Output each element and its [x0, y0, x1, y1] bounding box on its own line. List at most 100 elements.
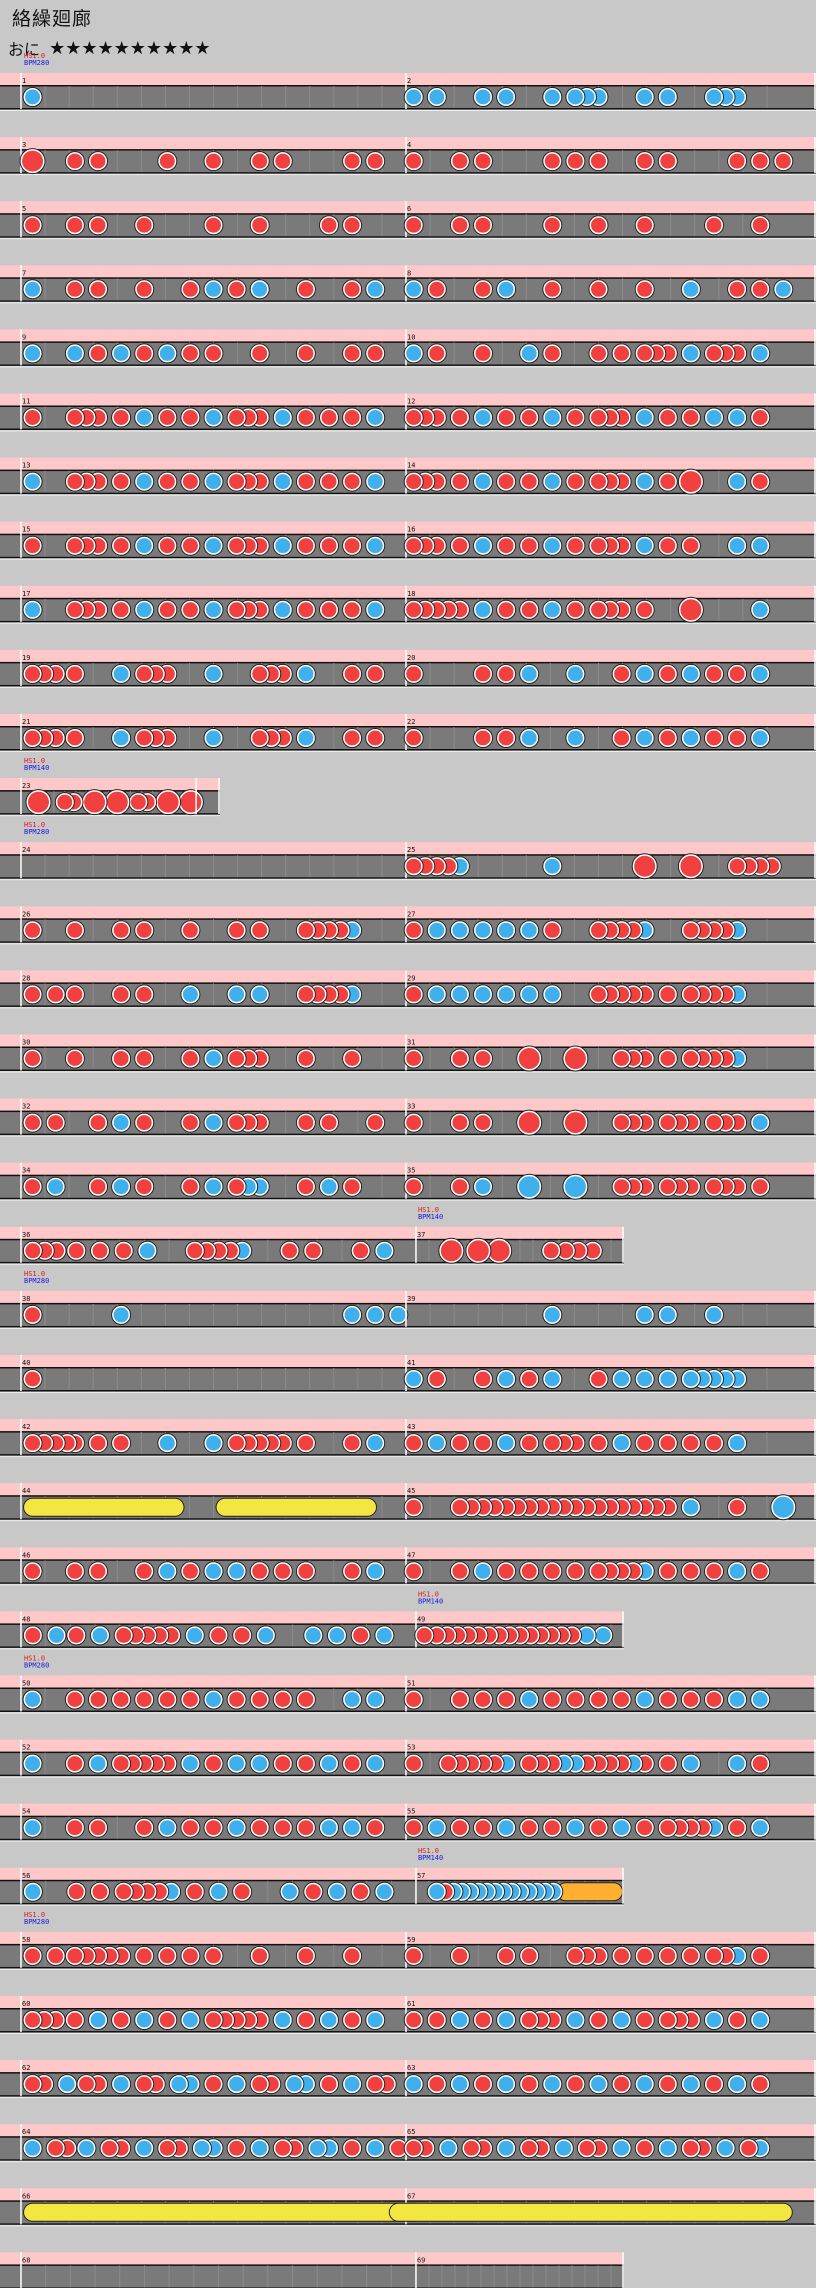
don-note	[706, 2076, 722, 2092]
measure-number: 35	[407, 1167, 415, 1175]
ka-note	[206, 1435, 221, 1451]
don-note	[660, 1051, 676, 1066]
lane-highlight	[0, 1392, 816, 1393]
ka-note	[614, 2012, 630, 2028]
chart-row	[0, 649, 816, 688]
bpm-marker: BPM140	[24, 764, 49, 772]
big-don-note	[680, 599, 702, 621]
don-note	[683, 2140, 699, 2156]
don-note	[298, 1179, 314, 1195]
don-note	[752, 1563, 768, 1579]
lane-top-edge	[0, 2264, 624, 2266]
don-note	[521, 2076, 537, 2092]
lane-top-edge	[0, 1687, 816, 1689]
don-note	[429, 2012, 445, 2028]
don-note	[591, 602, 606, 618]
lane-bottom-edge	[0, 1069, 816, 1071]
ka-note	[595, 1627, 611, 1643]
ka-note	[752, 2012, 768, 2028]
ka-note	[498, 2140, 514, 2156]
don-note	[206, 2012, 221, 2028]
don-note	[344, 153, 360, 169]
don-note	[521, 1756, 537, 1772]
lane-highlight	[0, 1071, 816, 1073]
don-note	[344, 666, 360, 682]
ka-note	[544, 1371, 560, 1387]
ka-note	[429, 89, 445, 105]
lane-top-edge	[0, 2200, 816, 2202]
don-note	[475, 2012, 491, 2028]
ka-note	[367, 1307, 383, 1323]
ka-note	[25, 1692, 41, 1707]
ka-note	[637, 538, 653, 554]
ka-note	[660, 2140, 676, 2156]
measure-number: 52	[22, 1744, 30, 1752]
don-note	[25, 1627, 41, 1643]
don-note	[741, 2140, 757, 2156]
measure-number: 41	[407, 1359, 415, 1367]
don-note	[475, 1371, 491, 1387]
don-note	[521, 1435, 537, 1451]
don-note	[683, 1692, 699, 1707]
don-note	[182, 1051, 198, 1066]
lane-bottom-edge	[0, 1197, 816, 1200]
lane-bottom-edge	[0, 172, 816, 174]
lane-top-edge	[0, 661, 816, 664]
don-note	[187, 1243, 203, 1259]
lane-top-edge	[0, 1495, 816, 1497]
row-band	[0, 329, 816, 344]
don-note	[25, 2012, 41, 2028]
don-note	[136, 922, 152, 938]
don-note	[452, 1051, 468, 1066]
ka-note	[591, 2076, 606, 2092]
lane-highlight	[0, 238, 816, 240]
ka-note	[275, 410, 291, 425]
ka-note	[567, 2012, 583, 2028]
don-note	[660, 1692, 676, 1707]
don-note	[660, 1563, 676, 1579]
don-note	[475, 1115, 491, 1131]
ka-note	[159, 345, 175, 361]
ka-note	[182, 2012, 198, 2028]
row-band	[0, 265, 816, 280]
don-note	[353, 1627, 369, 1643]
ka-note	[637, 474, 653, 490]
lane-highlight	[0, 1840, 816, 1842]
measure-number: 49	[417, 1615, 425, 1623]
don-note	[136, 217, 152, 233]
ka-note	[367, 1756, 383, 1772]
row-band	[0, 649, 816, 664]
measure-number: 65	[407, 2128, 415, 2136]
don-note	[591, 1371, 606, 1387]
big-don-note	[440, 1240, 462, 1262]
don-note	[406, 666, 422, 682]
roll-note	[23, 1497, 185, 1517]
ka-note	[25, 474, 41, 490]
don-note	[252, 217, 268, 233]
ka-note	[258, 1627, 274, 1643]
ka-note	[429, 922, 445, 938]
don-note	[92, 1884, 108, 1900]
difficulty-stars: ★★★★★★★★★★	[49, 37, 211, 59]
ka-note	[521, 1692, 537, 1707]
don-note	[406, 1435, 422, 1451]
ka-note	[48, 1179, 64, 1195]
lane-highlight	[0, 2033, 816, 2034]
measure-number: 6	[407, 205, 411, 213]
lane-highlight	[0, 1968, 816, 1970]
bpm-marker: BPM280	[24, 59, 49, 67]
ka-note	[752, 1115, 768, 1131]
don-note	[729, 1499, 745, 1515]
chart-row	[0, 1611, 624, 1650]
lane-bottom-edge	[0, 941, 816, 943]
don-note	[614, 666, 630, 682]
chart-row	[0, 1547, 816, 1586]
row-band	[0, 970, 816, 985]
ka-note	[683, 1756, 699, 1772]
ka-note	[752, 1820, 768, 1836]
don-note	[591, 217, 606, 233]
don-note	[567, 538, 583, 554]
ka-note	[329, 1627, 345, 1643]
don-note	[321, 602, 337, 618]
ka-note	[194, 2140, 210, 2156]
